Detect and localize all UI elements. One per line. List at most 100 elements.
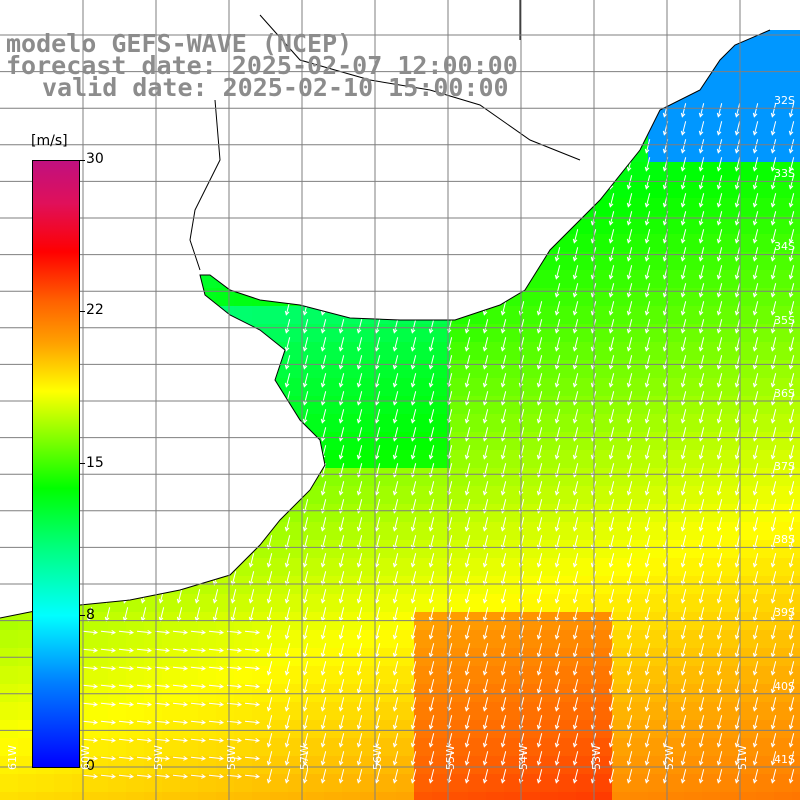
field-cell — [432, 756, 450, 774]
field-cell — [576, 468, 594, 486]
field-cell — [792, 288, 800, 306]
wind-arrow — [698, 121, 705, 136]
field-cell — [198, 666, 216, 684]
wind-arrow — [392, 391, 399, 406]
field-cell — [558, 306, 576, 324]
wind-arrow — [356, 391, 363, 406]
field-cell — [774, 288, 792, 306]
field-cell — [774, 162, 792, 180]
field-cell — [774, 306, 792, 324]
wind-arrow — [788, 445, 795, 460]
field-cell — [342, 738, 360, 756]
field-cell — [774, 180, 792, 198]
wind-arrow — [788, 391, 795, 406]
field-cell — [144, 684, 162, 702]
wind-arrow — [190, 719, 207, 725]
wind-arrow — [302, 625, 309, 640]
field-cell — [378, 630, 396, 648]
field-cell — [792, 702, 800, 720]
wind-arrow — [788, 427, 795, 442]
wind-arrow — [464, 391, 471, 406]
field-cell — [342, 666, 360, 684]
field-cell — [504, 522, 522, 540]
field-cell — [522, 774, 540, 792]
field-cell — [594, 738, 612, 756]
wind-arrow — [698, 769, 705, 784]
wind-arrow — [410, 535, 417, 550]
wind-arrow — [248, 481, 255, 496]
field-cell — [306, 522, 324, 540]
wind-arrow — [500, 337, 507, 352]
field-cell — [234, 684, 252, 702]
wind-arrow — [770, 409, 777, 424]
wind-arrow — [410, 373, 417, 388]
field-cell — [558, 342, 576, 360]
field-cell — [702, 288, 720, 306]
wind-arrow — [320, 715, 327, 730]
field-cell — [612, 270, 630, 288]
wind-arrow — [100, 701, 117, 707]
field-cell — [522, 666, 540, 684]
field-cell — [792, 108, 800, 126]
field-cell — [414, 576, 432, 594]
field-cell — [720, 216, 738, 234]
field-cell — [252, 306, 270, 324]
field-cell — [648, 522, 666, 540]
wind-arrow — [788, 193, 795, 208]
field-cell — [198, 792, 216, 800]
field-cell — [0, 738, 18, 756]
field-cell — [144, 792, 162, 800]
field-cell — [396, 594, 414, 612]
wind-arrow — [734, 229, 741, 244]
field-cell — [684, 324, 702, 342]
wind-arrow — [554, 103, 561, 118]
wind-arrow — [482, 769, 489, 784]
field-cell — [414, 540, 432, 558]
wind-arrow — [338, 625, 345, 640]
field-cell — [558, 630, 576, 648]
field-cell — [540, 360, 558, 378]
wind-arrow — [136, 665, 153, 671]
field-cell — [738, 540, 756, 558]
field-cell — [630, 414, 648, 432]
field-cell — [756, 792, 774, 800]
wind-arrow — [302, 481, 309, 496]
wind-arrow — [464, 481, 471, 496]
wind-arrow — [770, 427, 777, 442]
field-cell — [612, 684, 630, 702]
field-cell — [738, 72, 756, 90]
field-cell — [612, 576, 630, 594]
wind-arrow — [500, 589, 507, 604]
field-cell — [414, 450, 432, 468]
wind-arrow — [554, 337, 561, 352]
field-cell — [540, 684, 558, 702]
field-cell — [612, 252, 630, 270]
field-cell — [324, 522, 342, 540]
field-cell — [756, 594, 774, 612]
wind-arrow — [698, 535, 705, 550]
wind-arrow — [284, 751, 291, 766]
field-cell — [396, 486, 414, 504]
wind-arrow — [626, 319, 633, 334]
wind-arrow — [104, 535, 111, 550]
field-cell — [90, 666, 108, 684]
field-cell — [108, 774, 126, 792]
field-cell — [342, 774, 360, 792]
field-cell — [684, 450, 702, 468]
field-cell — [666, 486, 684, 504]
wind-arrow — [680, 139, 687, 154]
field-cell — [270, 684, 288, 702]
wind-arrow — [788, 625, 795, 640]
field-cell — [162, 702, 180, 720]
field-cell — [666, 792, 684, 800]
field-cell — [162, 684, 180, 702]
wind-arrow — [428, 337, 435, 352]
field-cell — [450, 414, 468, 432]
wind-arrow — [572, 247, 579, 262]
wind-arrow — [644, 733, 651, 748]
wind-arrow — [626, 715, 633, 730]
wind-arrow — [158, 589, 165, 604]
field-cell — [342, 540, 360, 558]
field-cell — [612, 324, 630, 342]
wind-arrow — [356, 517, 363, 532]
